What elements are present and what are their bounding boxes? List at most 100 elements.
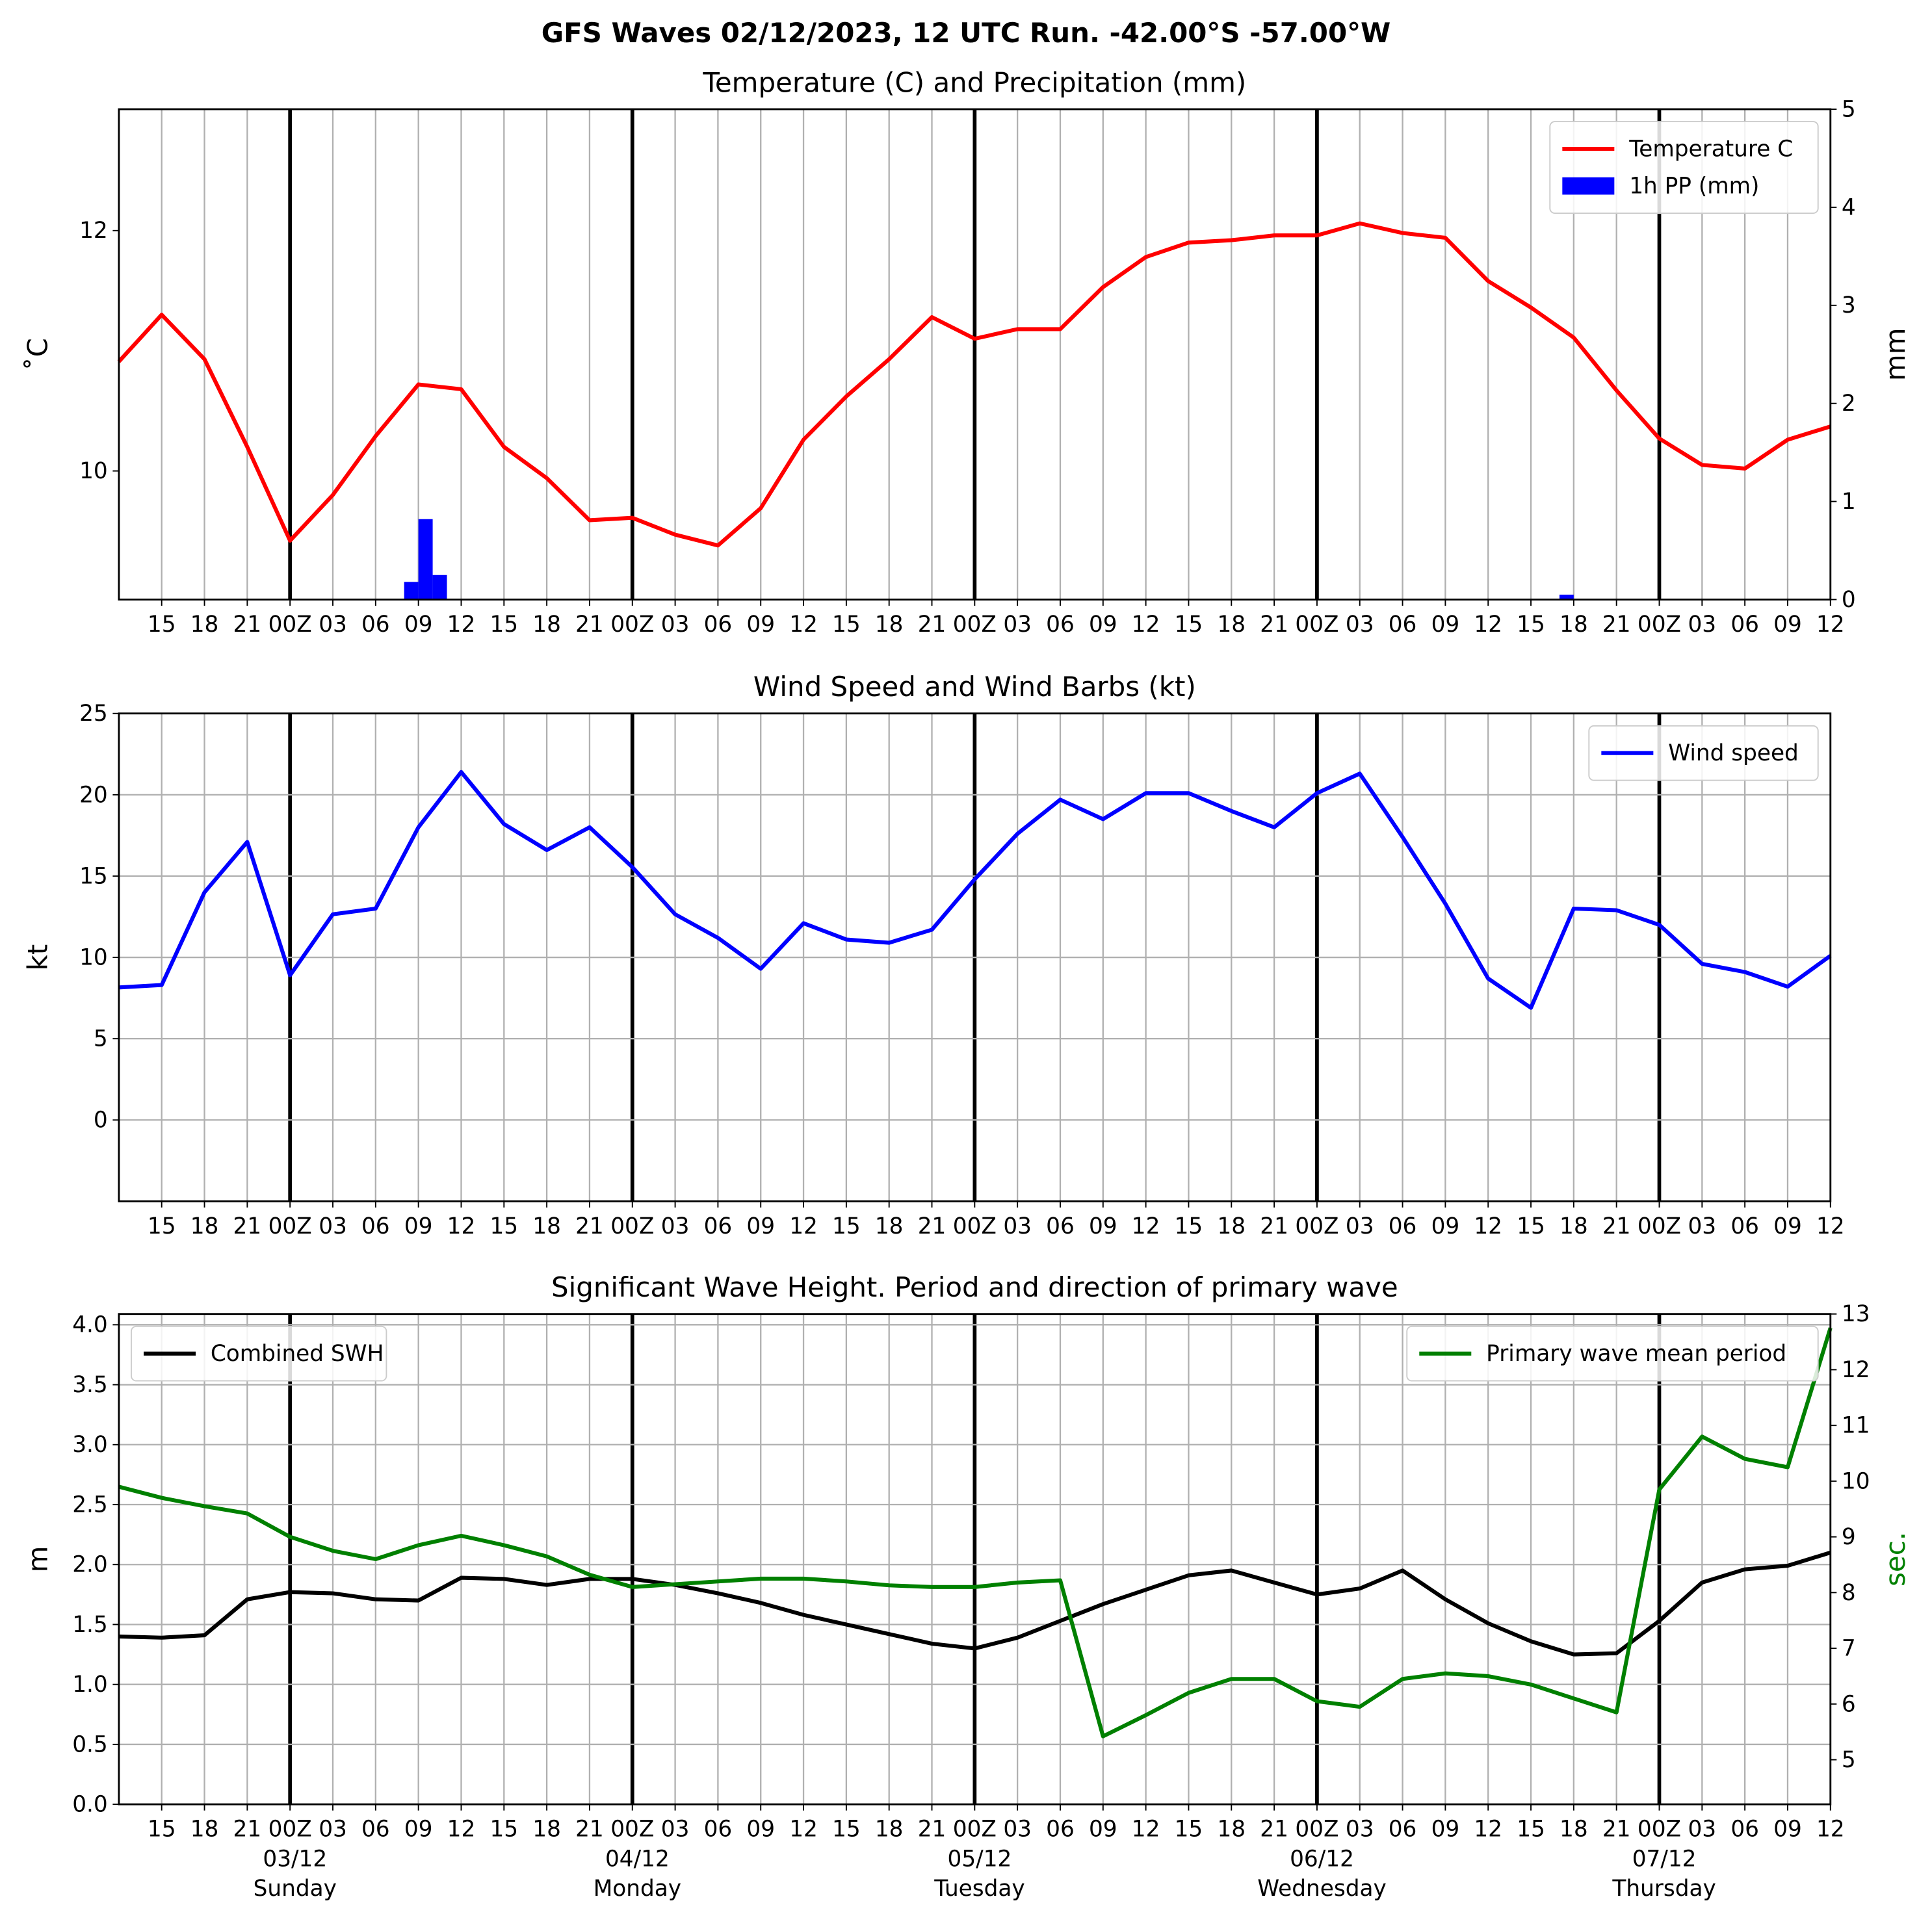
x-tick-label: 21 bbox=[575, 1213, 604, 1239]
x-tick-label: 21 bbox=[918, 1213, 946, 1239]
x-tick-label: 12 bbox=[789, 1213, 818, 1239]
y2-tick-label: 4 bbox=[1842, 194, 1856, 220]
x-tick-label: 15 bbox=[832, 1213, 861, 1239]
y2-axis-label: mm bbox=[1879, 328, 1911, 381]
series-line bbox=[118, 1327, 1833, 1739]
x-tick-label: 15 bbox=[1517, 612, 1545, 638]
y2-tick-label: 5 bbox=[1842, 1747, 1856, 1773]
y-tick-label: 10 bbox=[79, 944, 108, 970]
x-tick-label: 18 bbox=[1217, 1213, 1246, 1239]
x-tick-label: 00Z bbox=[953, 612, 997, 638]
x-tick-label: 00Z bbox=[953, 1213, 997, 1239]
legend-box bbox=[1549, 121, 1819, 214]
x-tick-label: 12 bbox=[1132, 1817, 1160, 1843]
y2-tick-label: 13 bbox=[1842, 1301, 1870, 1327]
bar bbox=[432, 575, 447, 600]
x-tick-label: 21 bbox=[1602, 1817, 1631, 1843]
x-tick-label: 09 bbox=[404, 1817, 433, 1843]
panel-title: Significant Wave Height. Period and dire… bbox=[551, 1271, 1398, 1303]
x-tick-label: 09 bbox=[1431, 612, 1460, 638]
day-label: Monday bbox=[594, 1876, 681, 1902]
y2-tick-label: 1 bbox=[1842, 489, 1856, 515]
x-tick-label: 15 bbox=[148, 1817, 176, 1843]
x-tick-label: 09 bbox=[404, 612, 433, 638]
y-axis-label: ˚C bbox=[21, 338, 53, 370]
x-tick-label: 03 bbox=[1688, 612, 1717, 638]
y-tick-label: 0.0 bbox=[72, 1792, 108, 1818]
y2-tick-label: 0 bbox=[1842, 587, 1856, 613]
y-tick-label: 5 bbox=[94, 1026, 108, 1052]
x-tick-label: 15 bbox=[832, 1817, 861, 1843]
x-tick-label: 06 bbox=[1046, 612, 1075, 638]
x-tick-label: 09 bbox=[746, 1213, 775, 1239]
x-tick-label: 15 bbox=[490, 1213, 518, 1239]
x-tick-label: 06 bbox=[704, 612, 733, 638]
y-tick-label: 25 bbox=[79, 701, 108, 727]
x-tick-label: 00Z bbox=[268, 1817, 312, 1843]
x-tick-label: 09 bbox=[404, 1213, 433, 1239]
x-tick-label: 12 bbox=[447, 612, 476, 638]
y-tick-label: 12 bbox=[79, 218, 108, 244]
x-tick-label: 18 bbox=[1560, 612, 1588, 638]
x-tick-label: 12 bbox=[1816, 1213, 1845, 1239]
y2-tick-label: 11 bbox=[1842, 1413, 1870, 1439]
x-tick-label: 21 bbox=[575, 612, 604, 638]
y2-tick-label: 3 bbox=[1842, 292, 1856, 318]
x-tick-label: 21 bbox=[575, 1817, 604, 1843]
x-tick-label: 00Z bbox=[1638, 1213, 1681, 1239]
x-tick-label: 18 bbox=[1560, 1213, 1588, 1239]
x-tick-label: 18 bbox=[1217, 1817, 1246, 1843]
x-tick-label: 03 bbox=[319, 1213, 347, 1239]
x-tick-label: 03 bbox=[1003, 1213, 1032, 1239]
x-tick-label: 18 bbox=[190, 1817, 219, 1843]
y-tick-label: 3.5 bbox=[72, 1372, 108, 1398]
y2-tick-label: 2 bbox=[1842, 391, 1856, 417]
x-tick-label: 00Z bbox=[610, 1817, 654, 1843]
bar bbox=[418, 519, 433, 600]
x-tick-label: 09 bbox=[1773, 1817, 1802, 1843]
x-tick-label: 21 bbox=[1260, 1213, 1288, 1239]
x-tick-label: 15 bbox=[1175, 1817, 1203, 1843]
day-label: Sunday bbox=[254, 1876, 337, 1902]
x-tick-label: 06 bbox=[704, 1213, 733, 1239]
x-tick-label: 03 bbox=[1346, 1213, 1374, 1239]
y-tick-label: 4.0 bbox=[72, 1312, 108, 1338]
x-tick-label: 00Z bbox=[610, 612, 654, 638]
series-line bbox=[118, 1550, 1831, 1657]
x-tick-label: 15 bbox=[490, 612, 518, 638]
x-tick-label: 03 bbox=[1688, 1213, 1717, 1239]
y2-axis-label: sec. bbox=[1879, 1532, 1911, 1586]
x-tick-label: 09 bbox=[746, 612, 775, 638]
x-tick-label: 00Z bbox=[1295, 1817, 1338, 1843]
x-tick-label: 06 bbox=[1730, 612, 1759, 638]
x-tick-label: 06 bbox=[1046, 1213, 1075, 1239]
figure-title: GFS Waves 02/12/2023, 12 UTC Run. -42.00… bbox=[542, 17, 1391, 49]
x-tick-label: 21 bbox=[1602, 612, 1631, 638]
legend-box bbox=[1588, 725, 1819, 781]
x-tick-label: 15 bbox=[490, 1817, 518, 1843]
x-tick-label: 12 bbox=[1132, 612, 1160, 638]
y2-tick-label: 6 bbox=[1842, 1691, 1856, 1717]
x-tick-label: 09 bbox=[746, 1817, 775, 1843]
x-tick-label: 09 bbox=[1089, 1213, 1117, 1239]
x-tick-label: 06 bbox=[1730, 1213, 1759, 1239]
x-tick-label: 09 bbox=[1089, 1817, 1117, 1843]
x-tick-label: 18 bbox=[190, 612, 219, 638]
x-tick-label: 12 bbox=[1816, 1817, 1845, 1843]
x-tick-label: 03 bbox=[661, 1213, 690, 1239]
y-tick-label: 0.5 bbox=[72, 1731, 108, 1757]
x-tick-label: 15 bbox=[1175, 612, 1203, 638]
panel-title: Temperature (C) and Precipitation (mm) bbox=[702, 66, 1246, 98]
x-tick-label: 00Z bbox=[1295, 612, 1338, 638]
x-tick-label: 18 bbox=[1560, 1817, 1588, 1843]
y-tick-label: 15 bbox=[79, 863, 108, 889]
legend-label: Wind speed bbox=[1668, 740, 1799, 766]
y-axis-label: kt bbox=[21, 944, 53, 971]
x-tick-label: 12 bbox=[447, 1817, 476, 1843]
x-tick-label: 03 bbox=[319, 612, 347, 638]
y-tick-label: 1.5 bbox=[72, 1612, 108, 1638]
bar bbox=[1559, 594, 1574, 600]
x-tick-label: 00Z bbox=[268, 612, 312, 638]
y-tick-label: 2.5 bbox=[72, 1492, 108, 1518]
x-tick-label: 12 bbox=[447, 1213, 476, 1239]
